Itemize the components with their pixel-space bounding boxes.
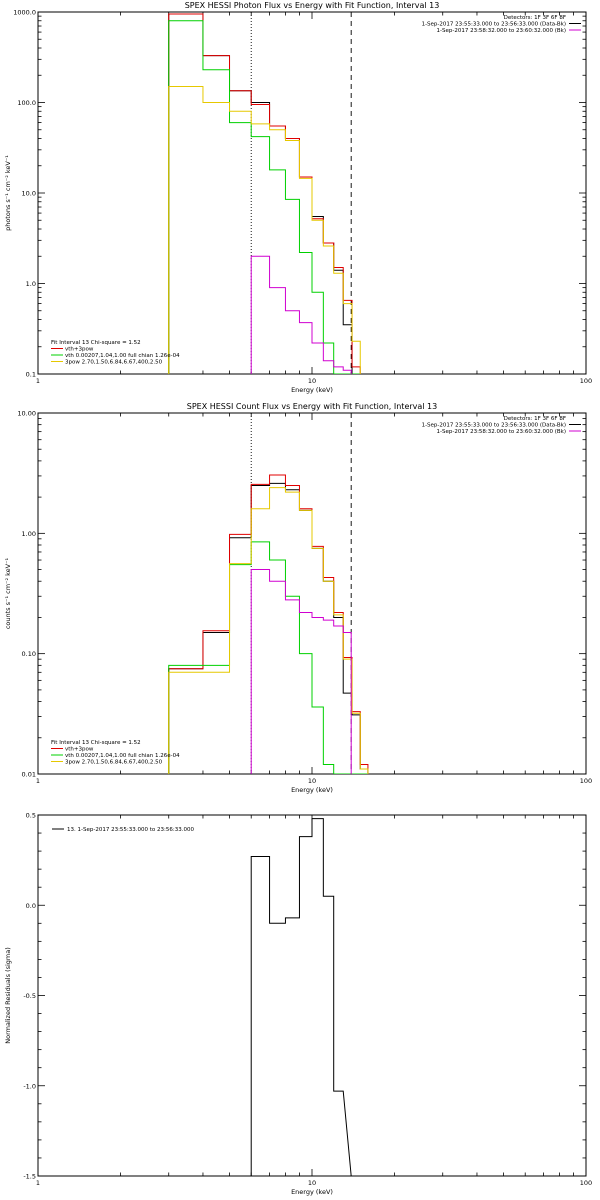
x-axis-label: Energy (keV) [291,1188,333,1196]
legend-entry: vth 0.00207,1.04,1.00 full chian 1.26e-0… [65,353,180,359]
chart-panel-2: SPEX HESSI Count Flux vs Energy with Fit… [4,402,592,794]
y-tick-label: 100.0 [17,99,36,107]
y-tick-label: 0.10 [22,650,36,658]
y-tick-label: 10.00 [17,410,36,418]
chart-title: SPEX HESSI Photon Flux vs Energy with Fi… [185,1,440,10]
series-bk [250,569,352,774]
plot-frame [37,814,587,1177]
series-vth-3pow [168,474,369,774]
legend-entry: vth 0.00207,1.04,1.00 full chian 1.26e-0… [65,753,180,759]
y-tick-label: -0.5 [23,992,36,1000]
y-tick-label: 0.5 [26,812,36,820]
y-tick-label: 10.0 [22,190,36,198]
x-tick-label: 10 [308,1179,316,1187]
series-residuals [250,818,352,1176]
plot-frame [37,412,587,775]
series-3pow [168,86,361,374]
detector-info-1: 1-Sep-2017 23:55:33.000 to 23:56:33.000 … [422,22,566,28]
series-bk [250,255,352,374]
y-axis-label: counts s⁻¹ cm⁻² keV⁻¹ [4,557,12,629]
detector-info-2: 1-Sep-2017 23:58:32.000 to 23:60:32.000 … [437,28,567,34]
chart-panel-1: SPEX HESSI Photon Flux vs Energy with Fi… [4,1,592,394]
x-axis-label: Energy (keV) [291,786,333,794]
y-tick-label: 0.01 [22,771,36,779]
series-data-bk [168,482,369,774]
x-tick-label: 10 [308,777,316,785]
x-tick-label: 1 [36,377,40,385]
x-tick-label: 100 [580,1179,592,1187]
y-tick-label: -1.0 [23,1082,36,1090]
x-tick-label: 1 [36,777,40,785]
x-axis-label: Energy (keV) [291,386,333,394]
series-data-bk [168,13,361,374]
chart-panel-3: 1 10 100 -1.5 -1.0 -0.5 0.0 0.5 Energy (keV) Norm… [4,812,592,1197]
detector-info-1: 1-Sep-2017 23:55:33.000 to 23:56:33.000 … [422,423,566,429]
legend-fit-summary: Fit Interval 13 Chi-square = 1.52 [51,340,141,346]
y-axis-label: Normalized Residuals (sigma) [4,947,12,1044]
y-tick-label: -1.5 [23,1173,36,1181]
legend-entry: 3pow 2.70,1.50,6.84,6.67,400,2.50 [65,360,163,366]
series-3pow [168,487,369,774]
y-tick-label: 1.0 [26,280,36,288]
detector-info-0: Detectors: 1F 3F 6F 8F [504,416,566,422]
legend-entry: 3pow 2.70,1.50,6.84,6.67,400,2.50 [65,760,163,766]
legend-entry: vth+3pow [65,747,94,753]
y-tick-label: 0.1 [26,371,36,379]
chart-title: SPEX HESSI Count Flux vs Energy with Fit… [187,402,438,411]
y-tick-label: 1.00 [22,530,36,538]
y-tick-label: 0.0 [26,902,36,910]
x-tick-label: 100 [580,777,592,785]
series-vth [168,20,361,374]
series-vth-3pow [168,13,361,374]
x-tick-label: 1 [36,1179,40,1187]
detector-info-2: 1-Sep-2017 23:58:32.000 to 23:60:32.000 … [437,429,567,435]
legend-entry: vth+3pow [65,347,94,353]
y-axis-label: photons s⁻¹ cm⁻² keV⁻¹ [4,155,12,231]
series-vth [168,541,368,774]
y-tick-label: 1000.0 [13,9,36,17]
detector-info-0: Detectors: 1F 3F 6F 8F [504,15,566,21]
x-tick-label: 10 [308,377,316,385]
legend-fit-summary: Fit Interval 13 Chi-square = 1.52 [51,740,141,746]
legend-entry: 13. 1-Sep-2017 23:55:33.000 to 23:56:33.… [67,827,194,833]
x-tick-label: 100 [580,377,592,385]
